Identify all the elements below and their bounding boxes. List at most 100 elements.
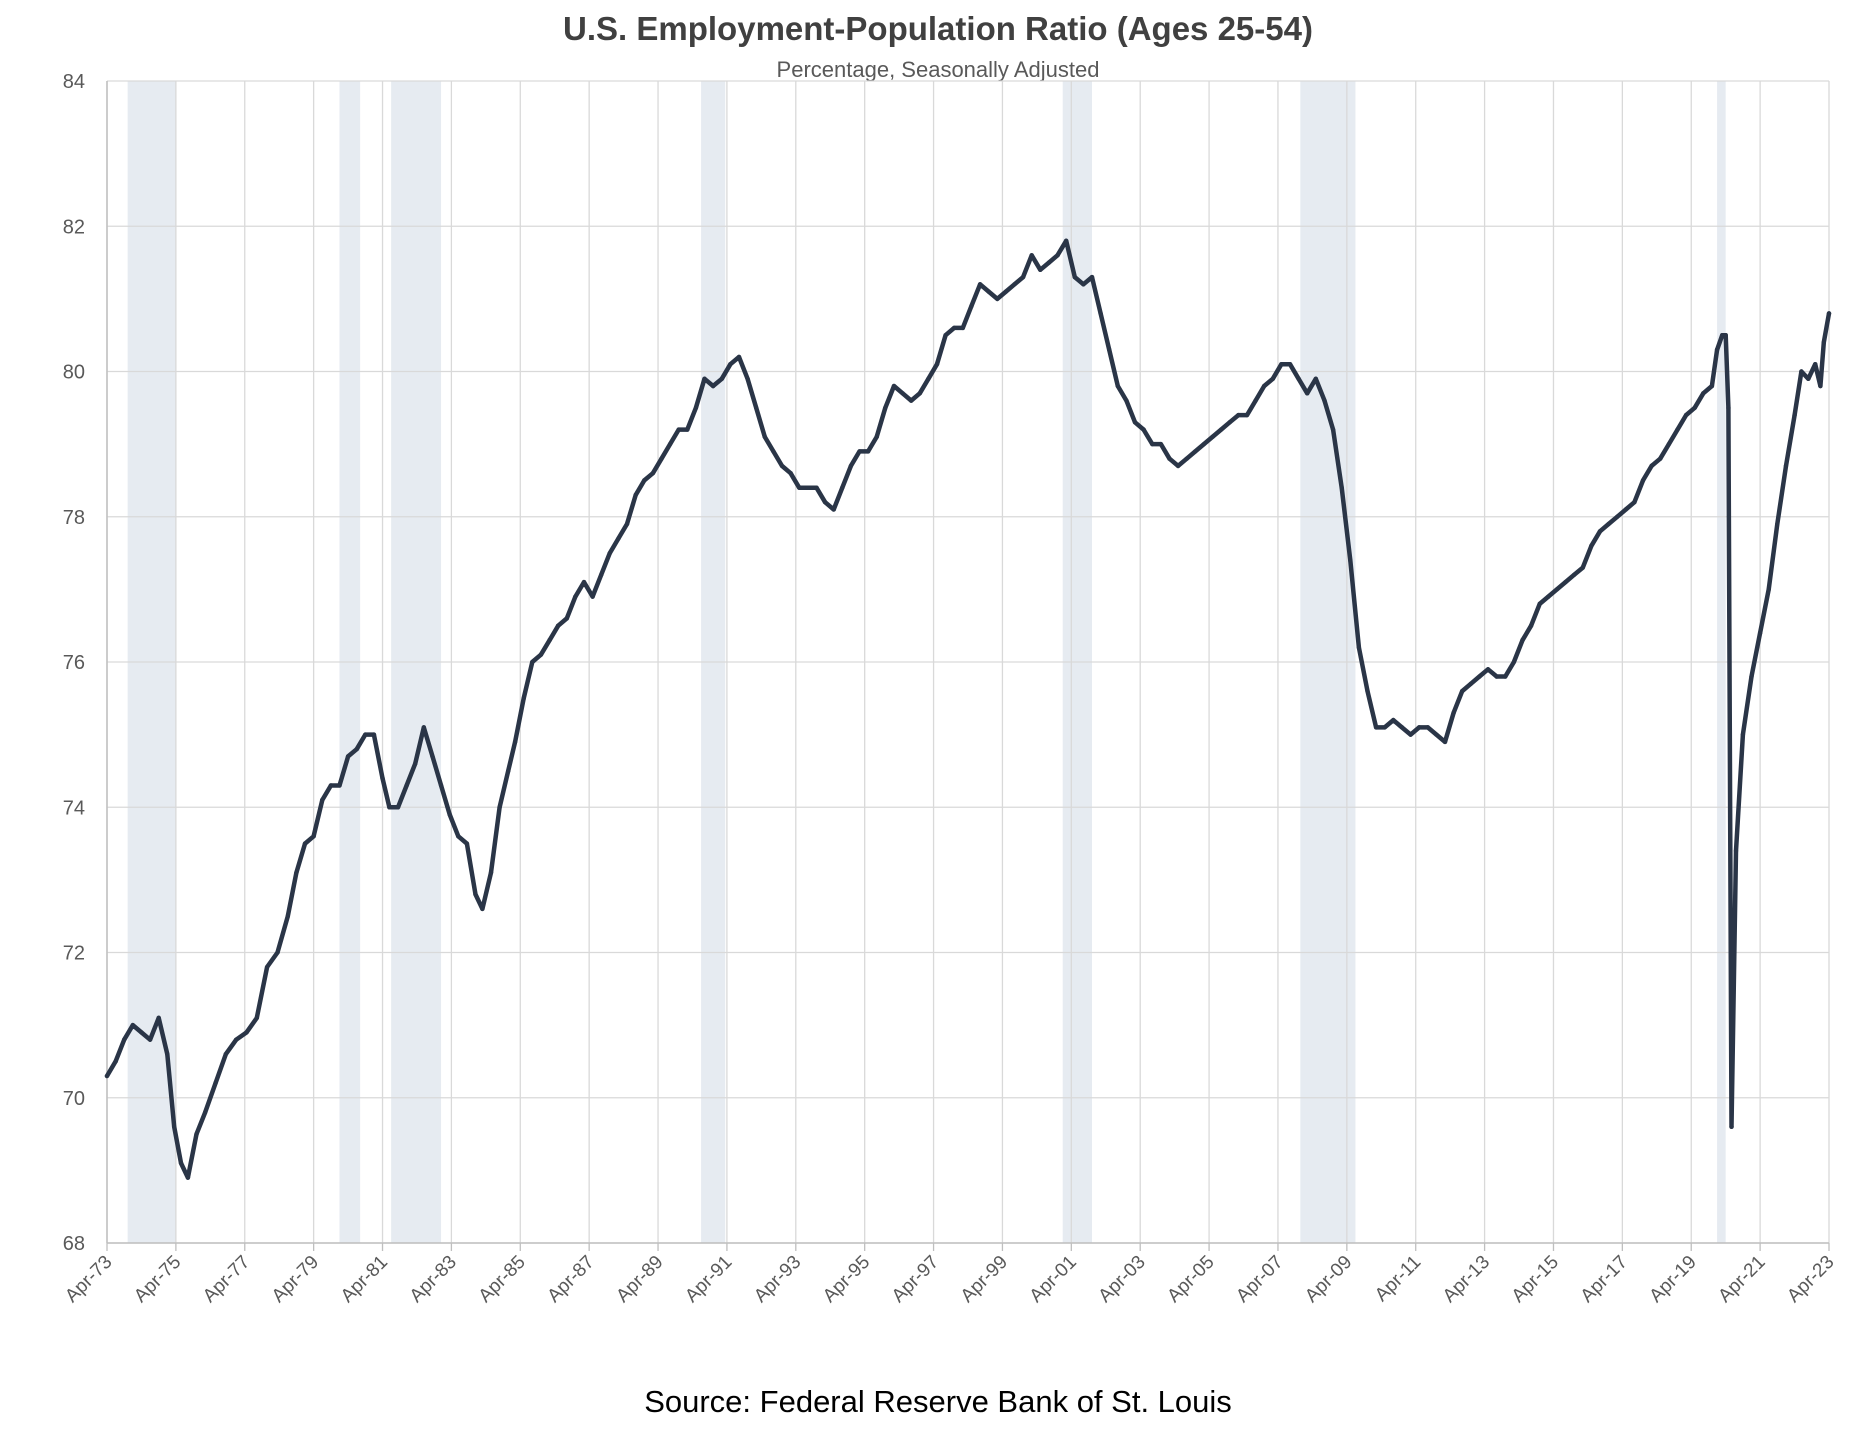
x-tick-label: Apr-75	[130, 1252, 185, 1307]
data-point	[1554, 587, 1560, 592]
data-point	[693, 405, 699, 411]
data-point	[1287, 362, 1293, 367]
data-point	[213, 1081, 218, 1086]
data-point	[840, 485, 845, 490]
data-point	[506, 768, 511, 774]
data-point	[363, 732, 368, 737]
series-line	[104, 238, 1832, 1180]
data-point	[1365, 688, 1370, 694]
data-point	[728, 362, 733, 367]
data-point	[1563, 579, 1568, 585]
x-tick-label: Apr-13	[1439, 1252, 1494, 1307]
data-point	[438, 783, 444, 788]
data-point	[194, 1131, 199, 1137]
data-point	[1322, 398, 1327, 403]
data-point	[1081, 282, 1086, 287]
data-point	[659, 456, 664, 461]
data-point	[1425, 725, 1430, 730]
data-point	[1442, 739, 1448, 745]
data-point	[1537, 601, 1542, 607]
data-point	[328, 783, 334, 788]
data-point	[1158, 441, 1164, 447]
x-tick-label: Apr-05	[1163, 1252, 1218, 1307]
data-point	[1175, 463, 1181, 469]
data-point	[1597, 529, 1603, 534]
data-point	[464, 841, 470, 846]
data-point	[380, 776, 385, 781]
data-point	[387, 805, 392, 810]
data-point	[547, 638, 552, 643]
data-point	[311, 834, 316, 839]
x-tick-label: Apr-73	[61, 1252, 116, 1307]
data-point	[624, 521, 630, 527]
y-tick-label: 80	[63, 362, 85, 384]
source-note: Source: Federal Reserve Bank of St. Loui…	[644, 1384, 1232, 1419]
data-point	[254, 1015, 260, 1021]
data-point	[1330, 427, 1336, 432]
data-point	[710, 383, 716, 389]
data-point	[1038, 267, 1043, 273]
data-point	[171, 1124, 177, 1130]
data-point	[1675, 427, 1680, 432]
data-point	[538, 652, 544, 657]
data-point	[1296, 376, 1301, 381]
data-point	[264, 964, 270, 970]
data-point	[223, 1051, 229, 1057]
x-tick-label: Apr-85	[475, 1252, 530, 1307]
data-point	[130, 1022, 136, 1028]
data-point	[1511, 659, 1517, 665]
data-point	[762, 434, 768, 440]
y-tick-label: 76	[63, 652, 85, 674]
data-point	[147, 1037, 153, 1042]
data-point	[1757, 630, 1763, 636]
data-point	[1520, 638, 1525, 643]
data-point	[952, 325, 957, 331]
data-point	[1279, 362, 1284, 367]
data-point	[926, 376, 931, 381]
data-point	[1003, 289, 1009, 294]
data-point	[616, 536, 621, 541]
data-point	[1614, 514, 1620, 519]
data-point	[1391, 717, 1396, 723]
x-tick-label: Apr-97	[888, 1252, 943, 1307]
data-point	[178, 1160, 184, 1166]
data-point	[1649, 463, 1654, 469]
data-point	[371, 732, 377, 737]
data-point	[1729, 1124, 1734, 1130]
data-point	[1606, 521, 1611, 527]
data-point	[1528, 623, 1534, 628]
data-point	[521, 696, 526, 701]
data-point	[753, 405, 759, 411]
data-point	[1210, 434, 1215, 440]
data-point	[1799, 369, 1804, 374]
axes: 68 70 72 74 76 78 80 82 84 Apr-73 Apr-75 Apr-77 Apr-…	[61, 71, 1838, 1307]
y-tick-label: 74	[63, 797, 85, 819]
data-point	[1089, 274, 1095, 280]
data-point	[1460, 688, 1465, 694]
data-point	[736, 354, 742, 360]
data-point	[1012, 282, 1017, 287]
x-tick-label: Apr-81	[337, 1252, 392, 1307]
data-point	[814, 485, 819, 490]
data-point	[1227, 420, 1232, 425]
data-point	[1063, 238, 1069, 243]
data-point	[1399, 725, 1405, 730]
x-tick-label: Apr-83	[406, 1252, 461, 1307]
data-point	[745, 376, 750, 381]
data-point	[1046, 260, 1052, 265]
chart-subtitle: Percentage, Seasonally Adjusted	[776, 57, 1100, 82]
data-point	[1571, 572, 1577, 578]
y-tick-label: 82	[63, 216, 85, 238]
data-point	[233, 1037, 239, 1042]
data-point	[1709, 383, 1715, 389]
data-point	[1107, 347, 1112, 352]
x-tick-label: Apr-09	[1301, 1252, 1356, 1307]
data-point	[1356, 645, 1362, 650]
data-point	[530, 659, 535, 665]
data-point	[1201, 441, 1207, 447]
x-tick-label: Apr-03	[1095, 1252, 1150, 1307]
data-point	[1477, 674, 1482, 679]
data-point	[599, 572, 604, 578]
data-point	[1723, 332, 1728, 338]
data-point	[1714, 347, 1720, 352]
